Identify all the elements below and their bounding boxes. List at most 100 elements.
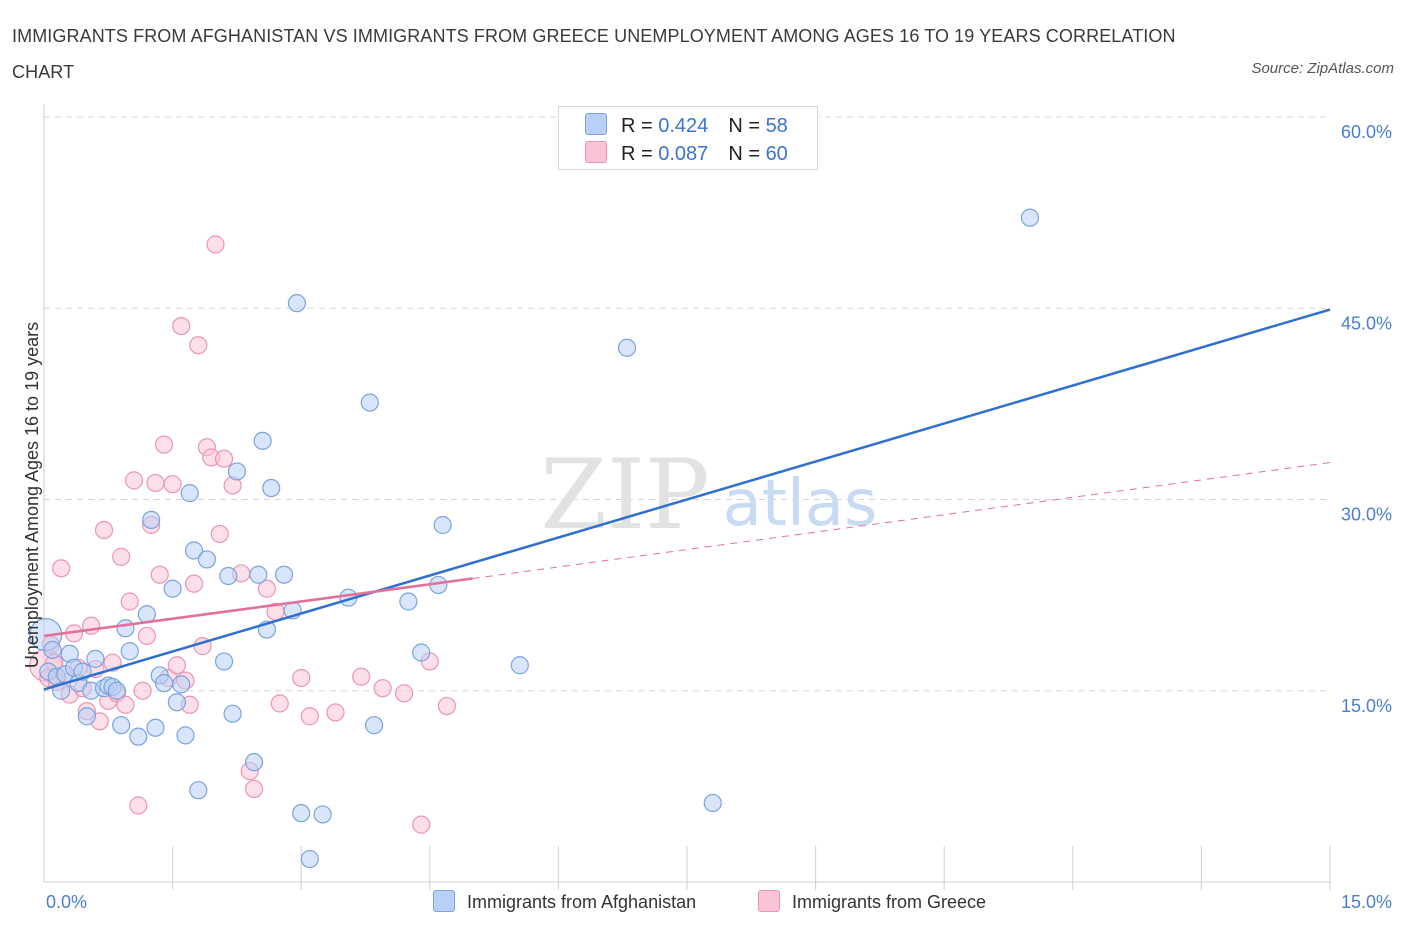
legend-r-label: R = (621, 115, 659, 137)
afghanistan-point (274, 565, 294, 584)
greece-point (326, 703, 345, 722)
trend-lines (43, 308, 1331, 691)
greece-point (154, 435, 174, 454)
greece-point (124, 471, 144, 490)
chart-title: IMMIGRANTS FROM AFGHANISTAN VS IMMIGRANT… (12, 26, 1176, 82)
greece-point (373, 679, 392, 698)
afghanistan-point (43, 640, 62, 660)
afghanistan-point (249, 565, 268, 584)
afghanistan-point (1020, 208, 1040, 227)
legend-r-value: 0.424 (658, 115, 709, 137)
greece-point (133, 681, 152, 700)
afghanistan-point (77, 707, 96, 726)
greece-point (244, 779, 264, 799)
afghanistan-point (214, 652, 234, 671)
correlation-legend: R = 0.424 N = 58 R = 0.087 N = 60 (558, 106, 818, 170)
greece-point (82, 616, 101, 635)
afghanistan-point (292, 804, 311, 823)
afghanistan-point (142, 510, 161, 530)
bottom-swatch-afghanistan (433, 890, 455, 912)
afghanistan-point (129, 727, 148, 746)
greece-point (210, 524, 229, 544)
afghanistan-point (184, 541, 204, 560)
legend-r-value: 0.087 (658, 143, 709, 165)
afghanistan-point (433, 515, 452, 535)
greece-point (146, 473, 165, 493)
greece-point (163, 475, 182, 494)
y-tick-label: 45.0% (1341, 313, 1392, 333)
greece-point (394, 684, 414, 703)
bottom-legend-label: Immigrants from Afghanistan (467, 892, 697, 912)
afghanistan-point (176, 726, 195, 745)
legend-r-label: R = (621, 143, 659, 165)
afghanistan-point (223, 704, 242, 723)
y-tick-label: 60.0% (1341, 122, 1392, 142)
x-tick-label: 0.0% (46, 892, 87, 912)
afghanistan-point (617, 338, 637, 357)
tick-labels: 15.0% 30.0% 45.0% 60.0% 0.0% 15.0% (46, 122, 1392, 912)
greece-point (300, 707, 319, 726)
greece-point (129, 796, 148, 815)
legend-n-value: 58 (765, 115, 788, 137)
greece-point (184, 574, 204, 593)
greece-points (29, 235, 457, 834)
afghanistan-point (116, 619, 135, 638)
greece-point (412, 815, 431, 834)
afghanistan-point (262, 478, 281, 498)
greece-point (206, 235, 225, 254)
afghanistan-point (197, 550, 216, 569)
afghanistan-point (146, 718, 165, 737)
afghanistan-point (189, 781, 208, 800)
greece-trend-extension (472, 462, 1331, 580)
greece-point (150, 565, 169, 584)
legend-swatch-afghanistan (585, 113, 607, 135)
greece-point (112, 547, 131, 566)
bottom-swatch-greece (758, 890, 780, 912)
afghanistan-point (412, 643, 431, 662)
greece-point (116, 695, 135, 714)
bottom-legend-label: Immigrants from Greece (792, 892, 987, 912)
legend-row-greece: R = 0.087 N = 60 (585, 141, 788, 166)
afghanistan-point (300, 849, 319, 869)
afghanistan-trend-line (43, 308, 1331, 691)
greece-point (292, 668, 311, 688)
greece-point (257, 579, 277, 598)
legend-n-label: N = (728, 115, 766, 137)
greece-trend-line (43, 577, 473, 638)
afghanistan-point (510, 656, 529, 675)
afghanistan-point (163, 579, 182, 598)
greece-point (167, 656, 186, 675)
afghanistan-point (287, 294, 307, 313)
legend-n-value: 60 (765, 143, 788, 165)
watermark-zip: ZIP (540, 439, 709, 551)
watermark: ZIP atlas (540, 439, 877, 551)
greece-point (52, 559, 71, 578)
afghanistan-point (219, 566, 238, 586)
legend-swatch-greece (585, 141, 607, 163)
greece-point (437, 696, 457, 716)
bottom-legend-afghanistan: Immigrants from Afghanistan (433, 890, 696, 913)
greece-point (172, 317, 191, 336)
greece-point (94, 520, 114, 540)
afghanistan-point (703, 793, 722, 813)
afghanistan-point (172, 675, 191, 694)
afghanistan-point (313, 805, 332, 824)
afghanistan-point (112, 716, 131, 735)
greece-point (120, 592, 139, 611)
afghanistan-point (180, 484, 199, 503)
y-tick-label: 15.0% (1341, 696, 1392, 716)
legend-row-afghanistan: R = 0.424 N = 58 (585, 113, 788, 138)
afghanistan-point (227, 462, 246, 481)
greece-point (214, 449, 234, 468)
afghanistan-point (360, 393, 379, 412)
afghanistan-point (120, 642, 139, 661)
grid (44, 116, 1330, 692)
afghanistan-point (167, 693, 186, 712)
greece-point (137, 626, 156, 646)
legend-n-label: N = (728, 143, 766, 165)
afghanistan-points (29, 208, 1040, 869)
afghanistan-point (253, 431, 272, 450)
greece-point (352, 667, 371, 686)
watermark-atlas: atlas (723, 467, 878, 541)
